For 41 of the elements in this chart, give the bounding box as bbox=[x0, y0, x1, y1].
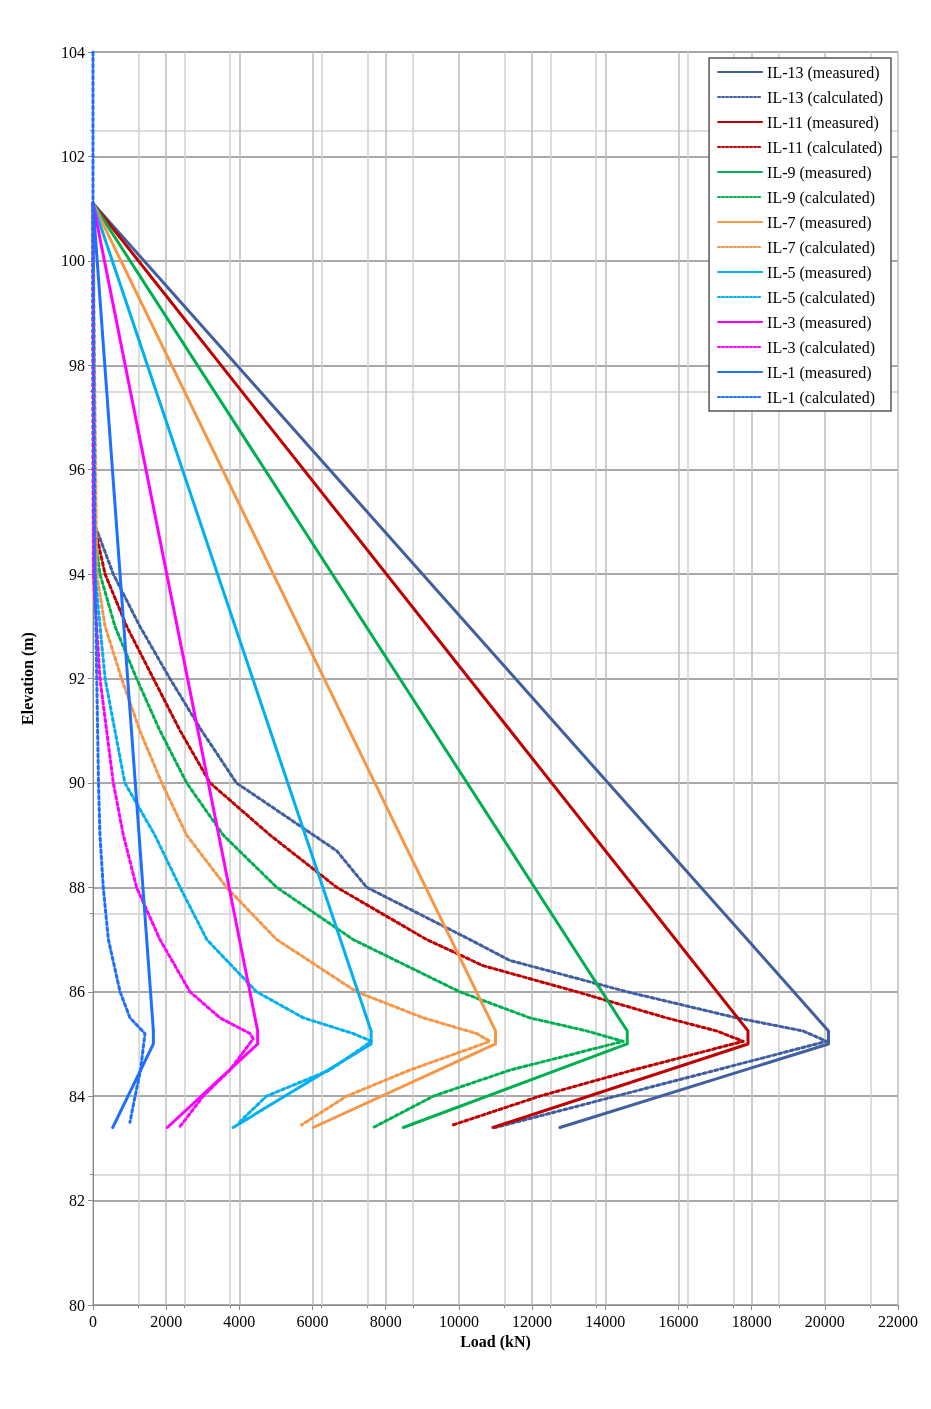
y-tick-label: 92 bbox=[69, 670, 85, 687]
y-tick-label: 104 bbox=[61, 43, 85, 61]
x-tick-label: 20000 bbox=[804, 1312, 845, 1330]
legend-label: IL-1 (measured) bbox=[767, 363, 872, 382]
y-tick-label: 84 bbox=[69, 1087, 85, 1105]
y-tick-label: 102 bbox=[61, 147, 85, 165]
legend-label: IL-7 (calculated) bbox=[767, 238, 876, 257]
x-tick-label: 4000 bbox=[223, 1312, 256, 1330]
x-tick-label: 16000 bbox=[658, 1312, 699, 1330]
x-tick-label: 22000 bbox=[878, 1312, 918, 1330]
legend-label: IL-5 (calculated) bbox=[767, 288, 876, 307]
legend-label: IL-9 (measured) bbox=[767, 163, 872, 182]
legend-label: IL-3 (measured) bbox=[767, 313, 872, 332]
legend-label: IL-1 (calculated) bbox=[767, 388, 876, 407]
legend-label: IL-13 (measured) bbox=[767, 63, 880, 82]
y-tick-label: 98 bbox=[69, 356, 85, 374]
legend-label: IL-11 (calculated) bbox=[767, 138, 883, 157]
y-tick-label: 96 bbox=[69, 461, 85, 479]
y-tick-label: 82 bbox=[69, 1192, 85, 1210]
x-axis-title: Load (kN) bbox=[460, 1333, 531, 1352]
y-tick-label: 100 bbox=[61, 252, 85, 270]
x-tick-label: 12000 bbox=[512, 1312, 553, 1330]
y-axis-title: Elevation (m) bbox=[18, 632, 37, 725]
legend-label: IL-5 (measured) bbox=[767, 263, 872, 282]
legend-label: IL-13 (calculated) bbox=[767, 88, 884, 107]
legend-label: IL-7 (measured) bbox=[767, 213, 872, 232]
y-tick-label: 86 bbox=[69, 983, 85, 1001]
x-tick-label: 10000 bbox=[438, 1312, 479, 1330]
legend-label: IL-3 (calculated) bbox=[767, 338, 876, 357]
x-tick-label: 18000 bbox=[731, 1312, 772, 1330]
y-tick-label: 80 bbox=[69, 1296, 85, 1314]
legend-label: IL-9 (calculated) bbox=[767, 188, 876, 207]
x-tick-label: 0 bbox=[89, 1312, 97, 1330]
y-tick-label: 88 bbox=[69, 878, 85, 896]
y-tick-label: 94 bbox=[69, 565, 85, 583]
y-tick-label: 90 bbox=[69, 774, 85, 792]
x-tick-label: 8000 bbox=[369, 1312, 402, 1330]
x-tick-label: 14000 bbox=[585, 1312, 626, 1330]
legend-label: IL-11 (measured) bbox=[767, 113, 879, 132]
x-tick-label: 2000 bbox=[150, 1312, 183, 1330]
x-tick-label: 6000 bbox=[296, 1312, 329, 1330]
